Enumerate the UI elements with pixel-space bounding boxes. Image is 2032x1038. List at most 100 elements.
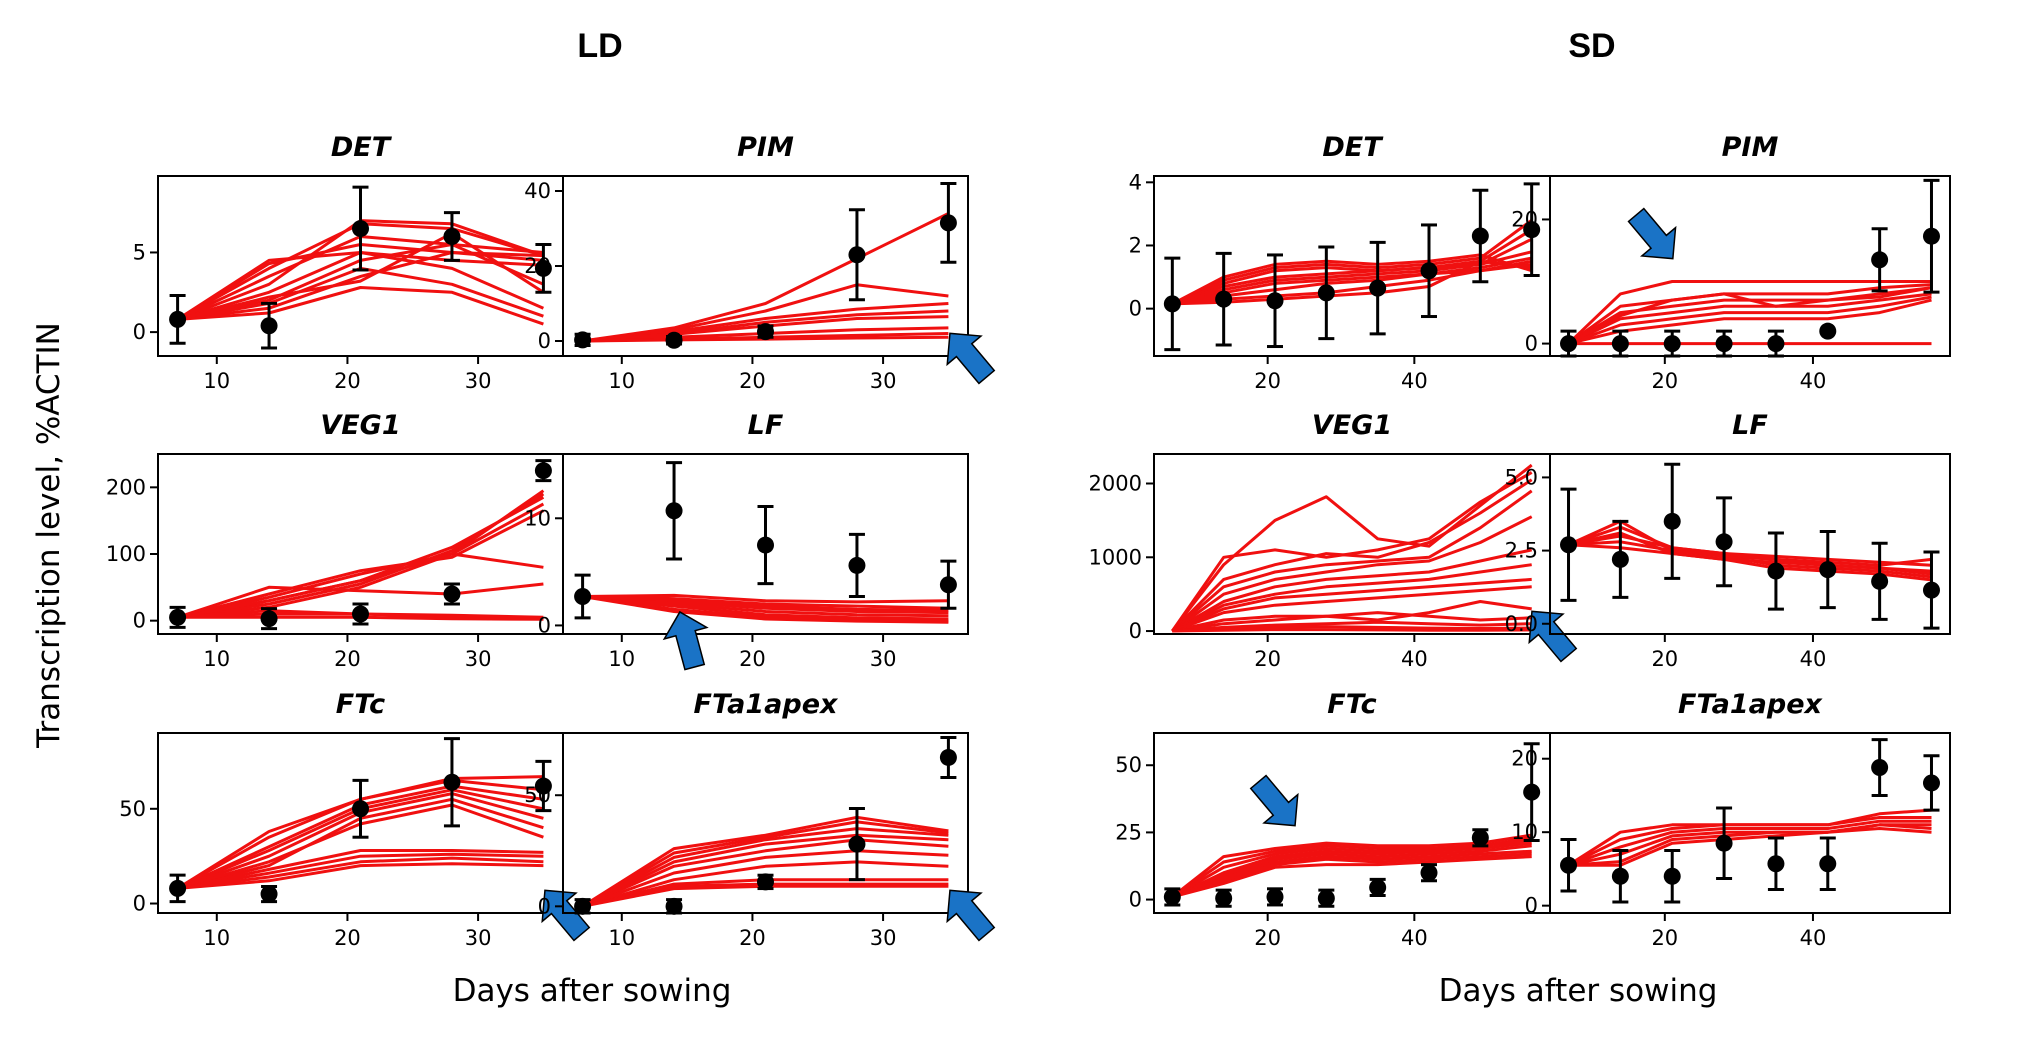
model-line-sd-ftc-7 [1171, 852, 1532, 899]
model-line-ld-fta1apex-6 [582, 849, 949, 908]
x-tick-label-ld-det-3: 30 [465, 369, 492, 393]
panel-title-ld-det: DET [331, 132, 393, 163]
x-tick-label-ld-ftc-3: 30 [465, 926, 492, 950]
data-point-sd-lf-4 [1715, 533, 1733, 551]
model-line-sd-pim-1 [1567, 280, 1932, 345]
model-line-sd-det-7 [1172, 262, 1532, 306]
plot-frame-sd-fta1apex [1549, 732, 1951, 914]
data-point-sd-lf-8 [1922, 581, 1940, 599]
model-line-sd-veg1-7 [1171, 563, 1532, 633]
data-point-ld-pim-3 [757, 323, 774, 341]
model-line-ld-ftc-11 [177, 862, 544, 890]
data-point-ld-det-4 [443, 228, 461, 246]
y-tick-label-sd-lf-1: 0.0 [1505, 612, 1538, 636]
model-line-sd-veg1-12 [1172, 620, 1532, 633]
data-point-sd-ftc-3 [1266, 888, 1284, 906]
model-line-sd-veg1-9 [1171, 585, 1532, 633]
x-tick-label-ld-veg1-2: 20 [334, 647, 361, 671]
model-line-ld-fta1apex-5 [581, 838, 949, 908]
panel-title-sd-ftc: FTc [1327, 689, 1376, 720]
data-point-ld-pim-5 [939, 214, 957, 232]
model-line-sd-veg1-2 [1171, 471, 1533, 632]
data-point-sd-ftc-8 [1523, 783, 1541, 801]
data-point-ld-veg1-3 [352, 605, 369, 623]
data-point-sd-pim-6 [1819, 322, 1837, 340]
data-point-sd-fta1apex-7 [1871, 759, 1889, 777]
data-point-ld-veg1-1 [169, 608, 187, 626]
y-tick-label-ld-veg1-3: 200 [106, 475, 146, 499]
model-line-ld-det-10 [177, 286, 544, 326]
panel-ld-det: DET 10 20 30 0 5 [133, 132, 564, 393]
y-tick-label-ld-lf-2: 10 [524, 506, 551, 530]
data-point-sd-pim-4 [1715, 335, 1733, 353]
highlight-arrow-ld-fta1apex [946, 889, 996, 942]
data-point-ld-lf-5 [939, 576, 957, 594]
data-point-ld-veg1-5 [534, 462, 552, 480]
x-tick-label-ld-pim-3: 30 [870, 369, 897, 393]
data-point-sd-pim-1 [1560, 335, 1578, 353]
y-tick-label-sd-veg1-3: 2000 [1089, 472, 1142, 496]
x-tick-label-ld-ftc-2: 20 [334, 926, 361, 950]
y-tick-label-ld-ftc-1: 0 [133, 892, 146, 916]
data-point-sd-det-7 [1471, 227, 1489, 245]
data-point-sd-lf-3 [1663, 512, 1681, 530]
data-point-sd-det-6 [1420, 262, 1438, 280]
y-tick-label-sd-lf-2: 2.5 [1505, 539, 1538, 563]
model-line-sd-det-1 [1171, 218, 1533, 306]
highlight-arrow-ld-lf [662, 610, 709, 671]
data-point-ld-ftc-1 [169, 879, 187, 897]
y-tick-label-sd-fta1apex-1: 0 [1525, 894, 1538, 918]
x-axis-label-ld: Days after sowing [453, 973, 732, 1009]
data-point-ld-ftc-5 [534, 777, 552, 795]
model-line-sd-fta1apex-2 [1567, 816, 1932, 867]
x-tick-label-ld-lf-2: 20 [739, 647, 766, 671]
y-tick-label-sd-fta1apex-2: 10 [1511, 820, 1538, 844]
highlight-arrow-sd-pim [1627, 207, 1677, 260]
model-line-ld-fta1apex-4 [581, 833, 949, 908]
panel-sd-fta1apex: FTa1apex 20 40 0 10 20 [1511, 689, 1951, 950]
model-line-sd-lf-6 [1568, 531, 1932, 576]
plot-frame-ld-fta1apex [562, 732, 969, 914]
model-line-ld-veg1-7 [177, 582, 544, 619]
model-line-sd-veg1-5 [1171, 515, 1533, 633]
data-point-sd-ftc-2 [1215, 889, 1233, 907]
data-point-ld-veg1-2 [260, 610, 278, 628]
data-point-sd-pim-8 [1922, 227, 1940, 245]
x-axis-label-sd: Days after sowing [1439, 973, 1718, 1009]
y-tick-label-ld-pim-2: 20 [524, 254, 551, 278]
model-line-sd-fta1apex-3 [1568, 819, 1932, 867]
model-line-sd-lf-5 [1568, 543, 1932, 582]
panel-title-ld-lf: LF [748, 410, 784, 441]
model-line-ld-lf-8 [582, 595, 949, 612]
highlight-arrow-sd-veg1 [1528, 610, 1578, 663]
panel-title-ld-veg1: VEG1 [320, 410, 400, 441]
data-point-sd-fta1apex-4 [1715, 834, 1733, 852]
panel-title-sd-pim: PIM [1722, 132, 1779, 163]
data-point-sd-pim-2 [1611, 335, 1629, 353]
model-line-ld-veg1-4 [177, 502, 545, 619]
data-point-ld-fta1apex-4 [848, 835, 866, 853]
model-line-sd-ftc-4 [1171, 841, 1532, 899]
model-line-sd-veg1-4 [1171, 489, 1533, 633]
model-line-sd-pim-5 [1567, 295, 1932, 346]
model-line-ld-fta1apex-1 [581, 815, 949, 908]
panel-title-ld-pim: PIM [737, 132, 794, 163]
y-tick-label-ld-pim-1: 0 [538, 329, 551, 353]
data-point-sd-lf-5 [1767, 562, 1785, 580]
data-point-ld-det-3 [352, 220, 369, 238]
model-line-sd-pim-6 [1568, 298, 1932, 346]
model-line-sd-veg1-10 [1171, 600, 1532, 633]
model-line-sd-det-5 [1171, 256, 1532, 306]
data-point-ld-veg1-4 [443, 585, 461, 603]
model-line-sd-ftc-8 [1171, 855, 1532, 899]
panel-sd-pim: PIM 20 40 0 20 [1511, 132, 1951, 393]
y-tick-label-ld-veg1-2: 100 [106, 542, 146, 566]
x-tick-label-ld-det-2: 20 [334, 369, 361, 393]
data-point-ld-ftc-2 [260, 885, 278, 903]
x-tick-label-sd-lf-1: 20 [1651, 647, 1678, 671]
data-point-ld-lf-4 [848, 556, 866, 574]
highlight-arrow-ld-pim [946, 332, 996, 385]
data-point-sd-det-4 [1317, 284, 1335, 302]
